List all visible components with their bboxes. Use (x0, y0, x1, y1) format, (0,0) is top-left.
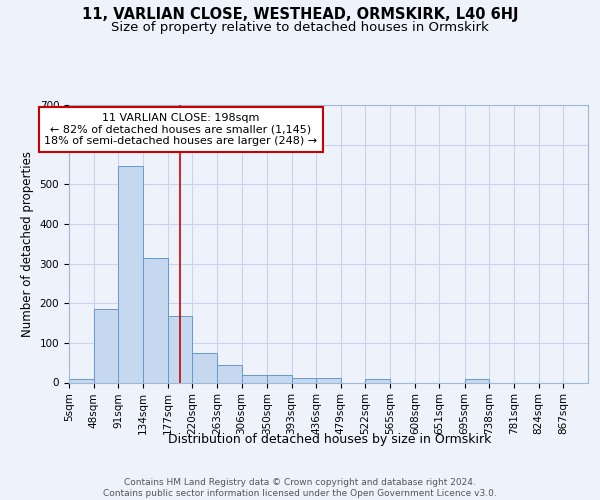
Bar (167, 316, 192, 382)
Text: Contains HM Land Registry data © Crown copyright and database right 2024.
Contai: Contains HM Land Registry data © Crown c… (103, 478, 497, 498)
Bar (143, 258, 167, 382)
Bar (192, 353, 217, 382)
Bar (69, 380, 94, 382)
Bar (465, 380, 490, 382)
Bar (242, 376, 267, 382)
Y-axis label: Number of detached properties: Number of detached properties (21, 151, 34, 337)
Bar (365, 380, 390, 382)
Bar (292, 378, 316, 382)
Bar (118, 166, 143, 382)
Bar (267, 376, 292, 382)
Text: Distribution of detached houses by size in Ormskirk: Distribution of detached houses by size … (169, 432, 491, 446)
Text: Size of property relative to detached houses in Ormskirk: Size of property relative to detached ho… (111, 21, 489, 34)
Text: 11, VARLIAN CLOSE, WESTHEAD, ORMSKIRK, L40 6HJ: 11, VARLIAN CLOSE, WESTHEAD, ORMSKIRK, L… (82, 8, 518, 22)
Text: 11 VARLIAN CLOSE: 198sqm
← 82% of detached houses are smaller (1,145)
18% of sem: 11 VARLIAN CLOSE: 198sqm ← 82% of detach… (44, 113, 317, 146)
Bar (316, 378, 341, 382)
Bar (94, 309, 118, 382)
Bar (217, 366, 242, 382)
